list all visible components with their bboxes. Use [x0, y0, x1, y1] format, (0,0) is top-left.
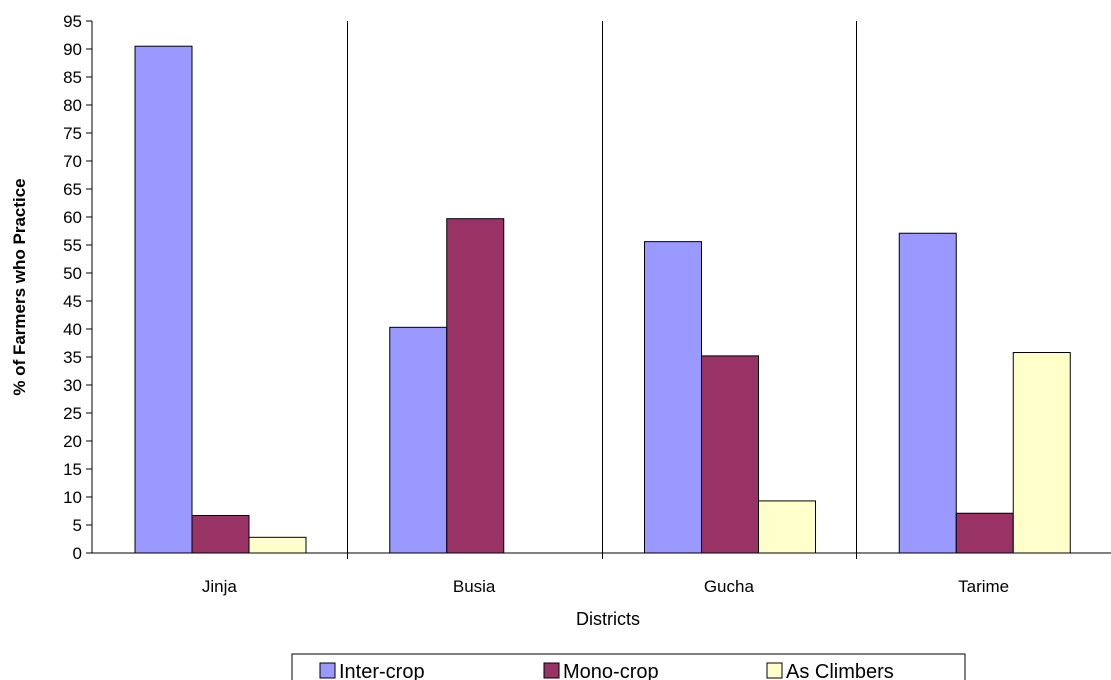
y-tick-label: 95	[63, 12, 82, 31]
x-axis-title: Districts	[576, 609, 640, 629]
y-tick-label: 45	[63, 292, 82, 311]
y-tick-label: 70	[63, 152, 82, 171]
bars	[134, 45, 1071, 554]
y-tick-label: 90	[63, 40, 82, 59]
legend-label: As Climbers	[786, 661, 894, 680]
legend-label: Mono-crop	[563, 661, 659, 680]
legend-label: Inter-crop	[339, 661, 425, 680]
y-tick-label: 55	[63, 236, 82, 255]
y-tick-label: 60	[63, 208, 82, 227]
y-tick-label: 80	[63, 96, 82, 115]
legend-swatch	[319, 662, 336, 679]
y-tick-label: 5	[73, 516, 82, 535]
bar-as-climbers-tarime	[1012, 352, 1071, 554]
bar-inter-crop-jinja	[134, 45, 193, 554]
y-tick-label: 65	[63, 180, 82, 199]
y-tick-label: 75	[63, 124, 82, 143]
y-tick-label: 30	[63, 376, 82, 395]
y-tick-label: 20	[63, 432, 82, 451]
x-tick-labels: Jinja Busia Gucha Tarime	[202, 577, 1009, 596]
bar-mono-crop-gucha	[701, 355, 759, 554]
y-tick-label: 40	[63, 320, 82, 339]
y-tick-label: 35	[63, 348, 82, 367]
bar-inter-crop-gucha	[644, 241, 702, 554]
bar-inter-crop-tarime	[898, 232, 957, 554]
grid-lines	[347, 21, 857, 553]
y-axis-title: % of Farmers who Practice	[10, 178, 29, 395]
x-tick-label: Busia	[453, 577, 496, 596]
y-tick-labels: 0 5 10 15 20 25 30 35 40 45 50 55 60 65 70 75 80 85 90 95	[63, 12, 82, 563]
axes	[86, 20, 1111, 559]
y-tick-label: 10	[63, 488, 82, 507]
bar-mono-crop-busia	[446, 218, 505, 554]
y-tick-label: 15	[63, 460, 82, 479]
bar-inter-crop-busia	[389, 326, 448, 554]
y-tick-label: 0	[73, 544, 82, 563]
y-tick-label: 50	[63, 264, 82, 283]
y-tick-label: 85	[63, 68, 82, 87]
bar-mono-crop-jinja	[191, 514, 250, 554]
legend: Inter-crop Mono-crop As Climbers	[291, 653, 966, 680]
x-tick-label: Tarime	[958, 577, 1009, 596]
bar-mono-crop-tarime	[955, 512, 1014, 554]
x-tick-label: Jinja	[202, 577, 238, 596]
plot-background	[92, 21, 1111, 553]
legend-box	[291, 653, 966, 680]
legend-items: Inter-crop Mono-crop As Climbers	[319, 661, 894, 680]
legend-swatch	[766, 662, 783, 679]
bar-as-climbers-jinja	[248, 536, 307, 554]
legend-swatch	[543, 662, 560, 679]
x-tick-label: Gucha	[704, 577, 755, 596]
bar-as-climbers-gucha	[758, 500, 816, 554]
y-tick-label: 25	[63, 404, 82, 423]
